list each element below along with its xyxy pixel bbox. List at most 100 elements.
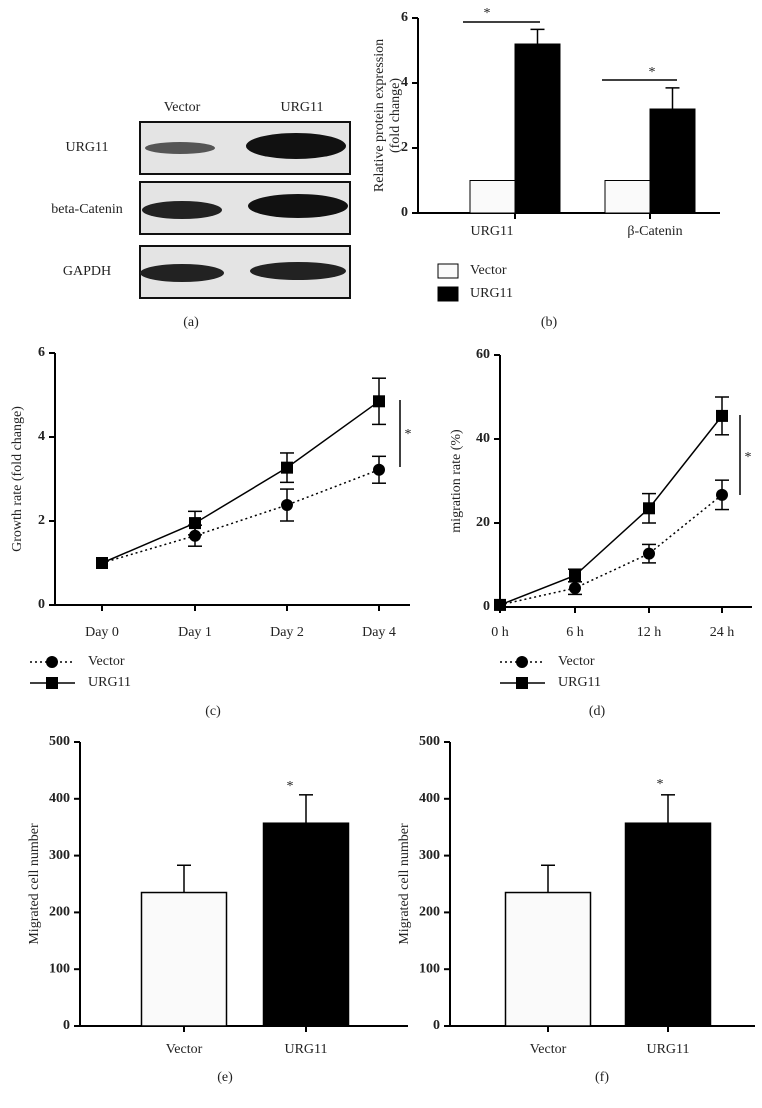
bar xyxy=(469,180,516,214)
significance-mark: * xyxy=(649,65,656,80)
blot-column: Vector xyxy=(164,100,201,115)
y-tick-label: 6 xyxy=(38,345,45,360)
x-tick-label: Day 1 xyxy=(178,625,212,640)
y-axis-label: Migrated cell number xyxy=(397,823,412,945)
y-tick-label: 400 xyxy=(419,791,440,806)
marker xyxy=(281,461,293,474)
bar xyxy=(262,822,350,1027)
significance-mark: * xyxy=(405,427,412,442)
marker xyxy=(373,395,385,408)
x-tick-label: 12 h xyxy=(637,625,662,640)
y-tick-label: 500 xyxy=(419,734,440,749)
y-tick-label: 60 xyxy=(476,347,490,362)
marker xyxy=(189,517,201,530)
legend-swatch xyxy=(437,263,459,279)
significance-mark: * xyxy=(484,6,491,21)
y-tick-label: 4 xyxy=(401,75,408,90)
x-tick-label: Vector xyxy=(530,1042,567,1057)
marker xyxy=(716,488,728,501)
marker xyxy=(643,502,655,515)
x-tick-label: 24 h xyxy=(710,625,735,640)
y-tick-label: 100 xyxy=(49,961,70,976)
x-tick-label: Day 2 xyxy=(270,625,304,640)
marker xyxy=(716,409,728,422)
marker xyxy=(189,529,201,542)
band xyxy=(246,133,346,159)
x-tick-label: Day 4 xyxy=(362,625,396,640)
band xyxy=(140,264,224,282)
y-axis-label: Relative protein expression xyxy=(372,39,387,192)
marker xyxy=(96,557,108,569)
legend-label: URG11 xyxy=(558,675,601,690)
band xyxy=(145,142,215,154)
y-tick-label: 100 xyxy=(419,961,440,976)
x-tick-label: β-Catenin xyxy=(627,224,682,239)
y-tick-label: 500 xyxy=(49,734,70,749)
y-tick-label: 20 xyxy=(476,515,490,530)
y-tick-label: 2 xyxy=(38,513,45,528)
bar xyxy=(504,891,592,1027)
western-blot: Vector URG11 URG11 beta-Catenin GAPDH (a… xyxy=(51,100,351,330)
bar xyxy=(514,43,561,214)
marker xyxy=(373,463,385,476)
panel-label: (e) xyxy=(217,1070,233,1085)
y-tick-label: 6 xyxy=(401,10,408,25)
x-tick-label: URG11 xyxy=(646,1042,689,1057)
y-axis-label: (fold change) xyxy=(388,78,403,153)
x-tick-label: Day 0 xyxy=(85,625,119,640)
legend-label: URG11 xyxy=(470,286,513,301)
y-tick-label: 0 xyxy=(38,597,45,612)
blot-row: GAPDH xyxy=(63,264,111,279)
panel-label: (a) xyxy=(183,315,199,330)
legend-label: Vector xyxy=(470,263,507,278)
bar xyxy=(649,108,696,214)
y-tick-label: 40 xyxy=(476,431,490,446)
bar xyxy=(140,891,228,1027)
y-tick-label: 2 xyxy=(401,140,408,155)
y-tick-label: 200 xyxy=(49,905,70,920)
marker xyxy=(569,569,581,582)
x-tick-label: 6 h xyxy=(566,625,584,640)
bar xyxy=(604,180,651,214)
marker xyxy=(569,582,581,595)
significance-mark: * xyxy=(745,450,752,465)
blot-row: beta-Catenin xyxy=(51,202,123,217)
x-tick-label: 0 h xyxy=(491,625,509,640)
legend-marker xyxy=(46,677,58,689)
x-tick-label: URG11 xyxy=(470,224,513,239)
y-axis-label: Growth rate (fold change) xyxy=(10,406,25,552)
y-tick-label: 400 xyxy=(49,791,70,806)
blot-column: URG11 xyxy=(280,100,323,115)
y-tick-label: 0 xyxy=(433,1018,440,1033)
legend-label: URG11 xyxy=(88,675,131,690)
line xyxy=(101,469,380,564)
panel-label: (d) xyxy=(589,704,606,719)
legend-label: Vector xyxy=(88,654,125,669)
marker xyxy=(494,598,506,611)
panel-label: (f) xyxy=(595,1070,609,1085)
y-tick-label: 200 xyxy=(419,905,440,920)
y-tick-label: 300 xyxy=(49,848,70,863)
marker xyxy=(281,499,293,512)
significance-mark: * xyxy=(287,779,294,794)
panel-label: (c) xyxy=(205,704,221,719)
legend-label: Vector xyxy=(558,654,595,669)
line xyxy=(499,494,723,606)
y-tick-label: 0 xyxy=(483,599,490,614)
y-tick-label: 4 xyxy=(38,429,45,444)
legend-marker xyxy=(516,656,528,668)
band xyxy=(250,262,346,280)
band xyxy=(248,194,348,218)
band xyxy=(142,201,222,219)
x-tick-label: URG11 xyxy=(284,1042,327,1057)
marker xyxy=(643,547,655,560)
panel-label: (b) xyxy=(541,315,558,330)
blot-row: URG11 xyxy=(65,140,108,155)
y-tick-label: 0 xyxy=(63,1018,70,1033)
line xyxy=(499,415,723,606)
line xyxy=(101,400,380,564)
x-tick-label: Vector xyxy=(166,1042,203,1057)
bar xyxy=(624,822,712,1027)
y-axis-label: Migrated cell number xyxy=(27,823,42,945)
legend-swatch xyxy=(437,286,459,302)
